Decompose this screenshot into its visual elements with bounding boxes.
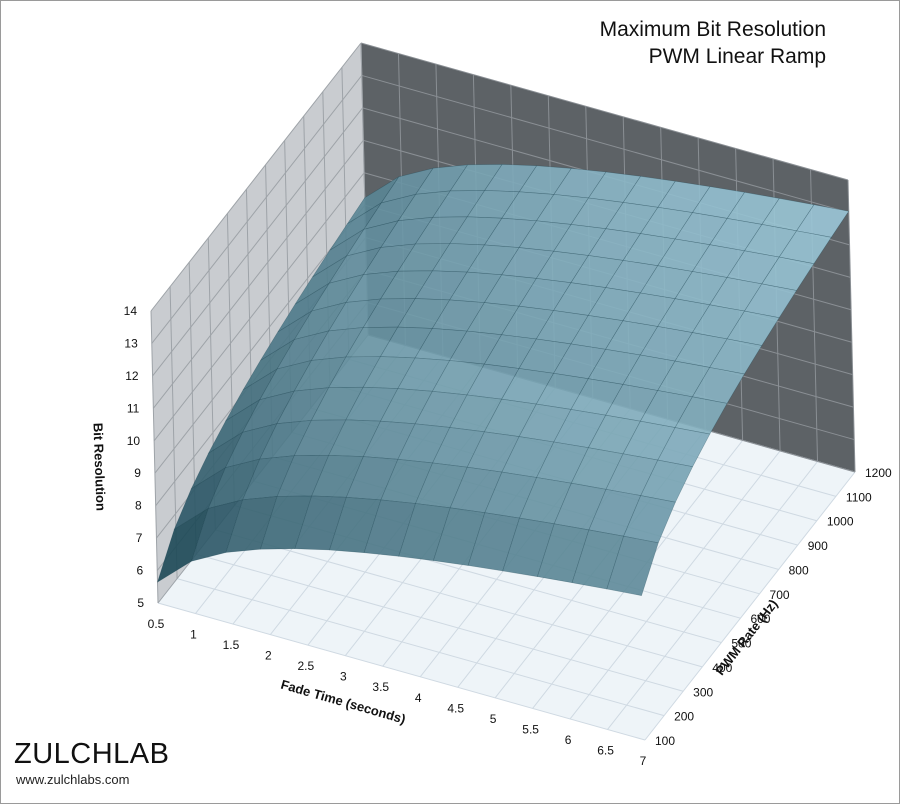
surface-patch: [709, 338, 763, 375]
side-gridline-z: [152, 107, 363, 377]
y-tick-label: 300: [693, 685, 713, 699]
x-tick-label: 3: [340, 670, 347, 684]
wall-gridline-z: [360, 42, 849, 181]
x-tick-label: 4.5: [447, 701, 464, 715]
wall-gridline-z: [361, 74, 849, 213]
x-tick-label: 0.5: [148, 617, 165, 631]
x-tick-label: 1: [190, 628, 197, 642]
y-tick-label: 100: [655, 734, 675, 748]
floor-gridline-x: [644, 471, 856, 741]
y-tick-label: 800: [789, 563, 809, 577]
y-tick-label: 1000: [827, 515, 854, 529]
surface-patch: [726, 310, 780, 346]
surface-patch: [778, 230, 832, 265]
floor-gridline-y: [176, 578, 665, 717]
y-tick-label: 900: [808, 539, 828, 553]
y-tick-label: 1200: [865, 466, 892, 480]
x-tick-label: 4: [415, 691, 422, 705]
surface: [156, 164, 850, 596]
z-tick-label: 14: [124, 304, 138, 318]
y-tick-label: 700: [770, 588, 790, 602]
surface-patch: [623, 495, 676, 544]
floor-gridline-y: [196, 553, 684, 692]
z-tick-label: 13: [124, 336, 138, 350]
z-tick-label: 7: [136, 531, 143, 545]
chart-title: Maximum Bit Resolution PWM Linear Ramp: [600, 16, 826, 70]
surface-patch: [640, 459, 694, 503]
side-gridline-z: [152, 140, 364, 409]
zulchlab-logo: ZULCHLAB: [14, 738, 170, 770]
z-tick-label: 10: [127, 434, 141, 448]
logo-url: www.zulchlabs.com: [16, 772, 130, 787]
side-gridline-z: [151, 75, 363, 344]
side-gridline-z: [153, 172, 365, 442]
floor-gridline-y: [215, 529, 703, 668]
x-tick-label: 5.5: [522, 722, 539, 736]
y-tick-label: 1100: [846, 490, 872, 504]
surface-patch: [691, 367, 745, 404]
y-tick-label: 400: [712, 661, 732, 675]
surface-patch: [744, 283, 797, 319]
x-tick-label: 5: [490, 712, 497, 726]
wall-gridline-x: [847, 179, 856, 473]
surface-patch: [657, 427, 711, 468]
x-tick-label: 2.5: [298, 659, 315, 673]
side-gridline-z: [154, 204, 366, 474]
surface-patch: [606, 535, 659, 596]
z-tick-label: 8: [135, 499, 142, 513]
x-tick-label: 6.5: [597, 743, 614, 757]
floor-gridline-x: [607, 461, 818, 730]
side-gridline-z: [150, 42, 362, 312]
x-tick-label: 6: [565, 733, 572, 747]
x-tick-label: 2: [265, 649, 272, 663]
side-gridline-y: [150, 310, 159, 604]
title-line-1: Maximum Bit Resolution: [599, 18, 826, 41]
x-tick-label: 7: [640, 754, 647, 768]
z-tick-label: 12: [125, 369, 139, 383]
y-tick-label: 200: [674, 710, 694, 724]
y-tick-label: 500: [731, 637, 751, 651]
surface-patch: [761, 256, 815, 291]
x-tick-label: 1.5: [223, 638, 240, 652]
floor-gridline-x: [569, 450, 781, 720]
z-axis-label: Bit Resolution: [90, 423, 108, 512]
surface-patch: [796, 204, 850, 238]
x-tick-label: 3.5: [372, 680, 389, 694]
z-tick-label: 11: [127, 401, 140, 415]
z-tick-label: 5: [137, 596, 144, 610]
y-tick-label: 600: [750, 612, 770, 626]
title-line-2: PWM Linear Ramp: [648, 45, 826, 68]
z-tick-label: 9: [134, 466, 141, 480]
floor-gridline-y: [157, 602, 646, 741]
z-tick-label: 6: [137, 564, 144, 578]
